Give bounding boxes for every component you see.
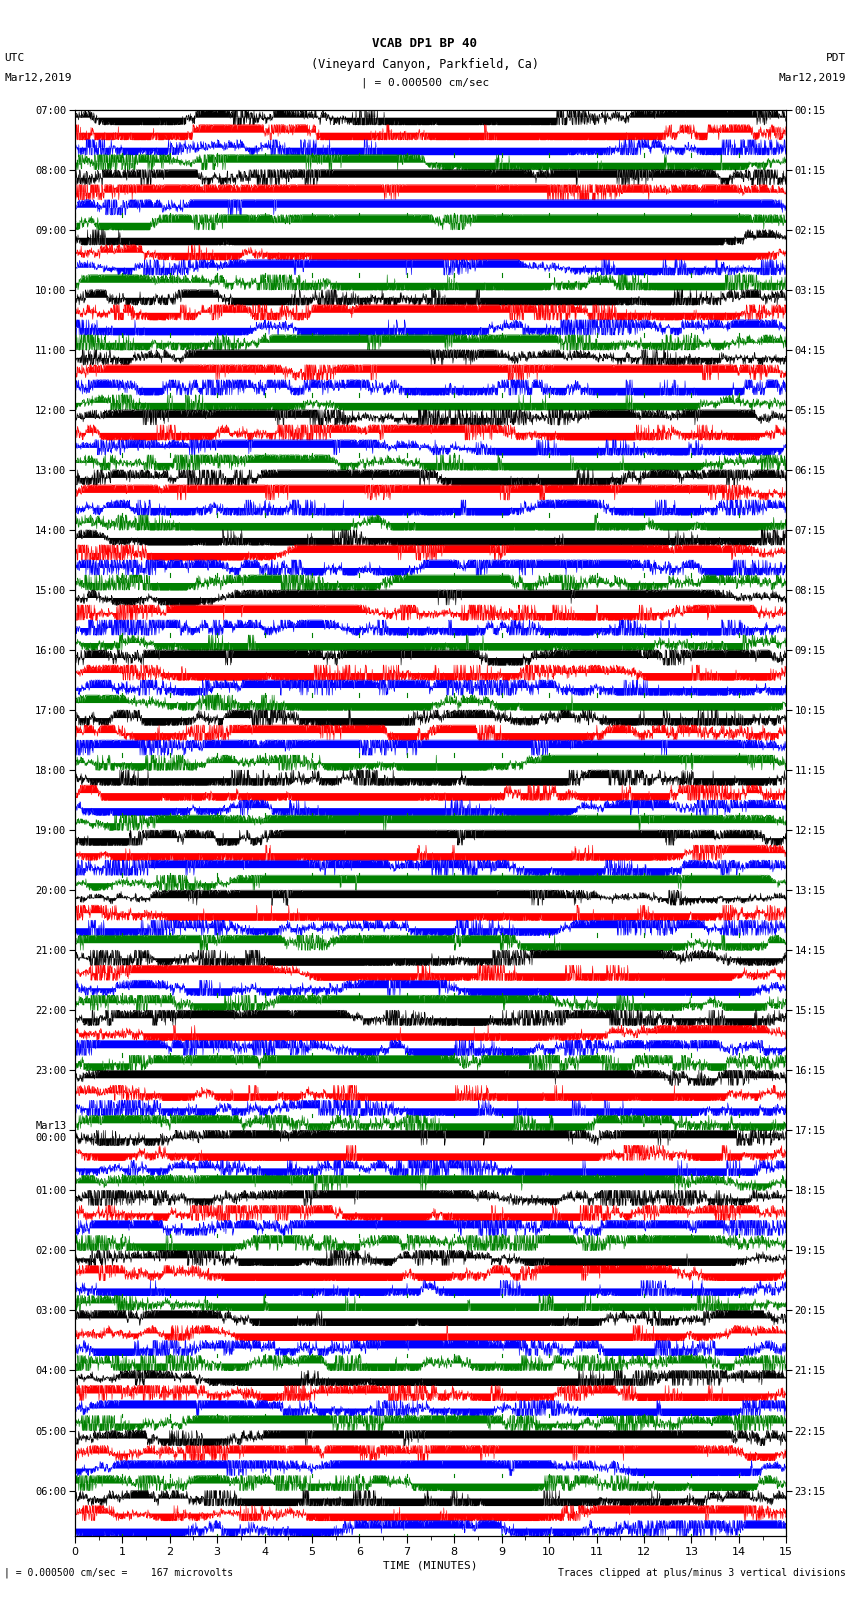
Text: Mar12,2019: Mar12,2019 <box>779 73 846 82</box>
X-axis label: TIME (MINUTES): TIME (MINUTES) <box>383 1560 478 1569</box>
Text: VCAB DP1 BP 40: VCAB DP1 BP 40 <box>372 37 478 50</box>
Text: UTC: UTC <box>4 53 25 63</box>
Text: | = 0.000500 cm/sec =    167 microvolts: | = 0.000500 cm/sec = 167 microvolts <box>4 1566 234 1578</box>
Text: PDT: PDT <box>825 53 846 63</box>
Text: Mar12,2019: Mar12,2019 <box>4 73 71 82</box>
Text: Traces clipped at plus/minus 3 vertical divisions: Traces clipped at plus/minus 3 vertical … <box>558 1568 846 1578</box>
Text: | = 0.000500 cm/sec: | = 0.000500 cm/sec <box>361 77 489 89</box>
Text: (Vineyard Canyon, Parkfield, Ca): (Vineyard Canyon, Parkfield, Ca) <box>311 58 539 71</box>
